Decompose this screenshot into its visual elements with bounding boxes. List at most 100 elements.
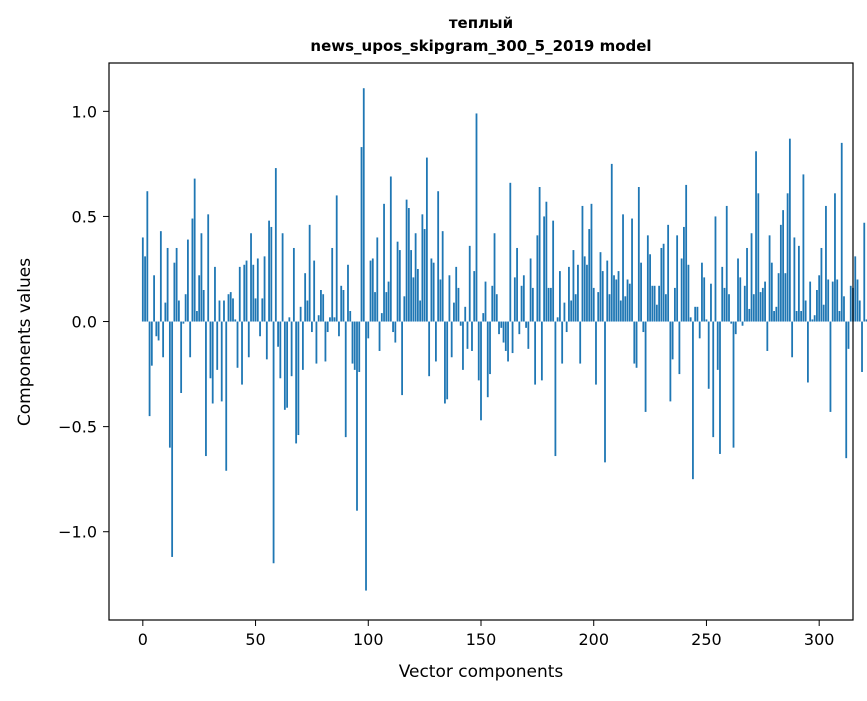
bar-179 bbox=[545, 201, 548, 322]
bar-239 bbox=[680, 258, 683, 322]
bar-137 bbox=[450, 321, 453, 358]
bar-254 bbox=[714, 216, 717, 322]
bar-129 bbox=[432, 262, 435, 322]
bar-143 bbox=[464, 306, 467, 322]
bar-224 bbox=[646, 235, 649, 322]
bar-229 bbox=[658, 285, 661, 322]
bar-235 bbox=[671, 321, 674, 360]
bar-238 bbox=[678, 321, 681, 375]
bar-192 bbox=[574, 294, 577, 322]
bar-94 bbox=[353, 321, 356, 370]
bar-210 bbox=[615, 279, 618, 322]
bar-127 bbox=[428, 321, 431, 377]
bar-182 bbox=[552, 220, 555, 322]
chart-title-line1: теплый bbox=[449, 14, 513, 32]
bar-176 bbox=[538, 187, 541, 322]
bar-197 bbox=[586, 264, 588, 322]
bar-265 bbox=[739, 277, 742, 322]
bar-293 bbox=[802, 174, 805, 322]
bar-80 bbox=[322, 294, 325, 322]
bar-297 bbox=[811, 319, 814, 322]
bar-180 bbox=[547, 287, 550, 322]
bar-112 bbox=[394, 321, 397, 343]
bar-149 bbox=[477, 321, 480, 381]
bar-124 bbox=[421, 214, 424, 322]
x-tick-label: 0 bbox=[138, 630, 148, 649]
bar-289 bbox=[793, 237, 796, 322]
bar-288 bbox=[791, 321, 794, 358]
bar-54 bbox=[263, 256, 266, 322]
bar-48 bbox=[250, 233, 252, 322]
bar-39 bbox=[229, 292, 232, 322]
bar-260 bbox=[728, 294, 730, 322]
bar-97 bbox=[360, 147, 363, 322]
bar-164 bbox=[511, 321, 514, 354]
plot-area-frame bbox=[108, 62, 854, 621]
bar-168 bbox=[520, 285, 523, 322]
bar-142 bbox=[462, 321, 464, 370]
x-tick-label: 50 bbox=[245, 630, 265, 649]
bar-68 bbox=[295, 321, 298, 444]
bar-1 bbox=[144, 256, 146, 322]
bar-122 bbox=[416, 268, 419, 322]
bar-285 bbox=[784, 273, 787, 322]
bar-187 bbox=[563, 302, 566, 322]
bar-267 bbox=[743, 285, 746, 322]
bar-271 bbox=[752, 294, 755, 322]
bar-154 bbox=[489, 321, 491, 375]
bar-18 bbox=[182, 321, 185, 324]
bar-148 bbox=[475, 113, 478, 322]
bar-60 bbox=[277, 321, 279, 347]
bar-204 bbox=[601, 271, 604, 322]
bar-93 bbox=[351, 321, 354, 364]
bar-183 bbox=[554, 321, 557, 457]
bar-90 bbox=[344, 321, 347, 438]
bar-16 bbox=[177, 300, 180, 322]
x-tick-label: 150 bbox=[466, 630, 497, 649]
bar-123 bbox=[419, 300, 422, 322]
bar-4 bbox=[150, 321, 153, 366]
bar-268 bbox=[746, 247, 748, 322]
bar-244 bbox=[692, 321, 694, 480]
bar-113 bbox=[396, 241, 399, 322]
bar-261 bbox=[730, 321, 733, 324]
bar-136 bbox=[448, 275, 451, 322]
bar-264 bbox=[737, 258, 739, 322]
bar-22 bbox=[191, 218, 194, 322]
bar-130 bbox=[435, 321, 437, 362]
x-tick-label: 100 bbox=[353, 630, 384, 649]
bar-43 bbox=[238, 266, 241, 322]
bar-104 bbox=[376, 237, 379, 322]
bar-300 bbox=[818, 275, 821, 322]
bar-146 bbox=[471, 321, 473, 351]
bar-269 bbox=[748, 308, 751, 322]
bar-270 bbox=[750, 233, 753, 322]
bar-290 bbox=[795, 311, 798, 322]
bar-266 bbox=[741, 321, 744, 326]
bar-203 bbox=[599, 252, 602, 322]
bar-287 bbox=[788, 138, 791, 322]
bar-213 bbox=[622, 214, 624, 322]
bar-186 bbox=[561, 321, 564, 364]
bar-181 bbox=[549, 287, 552, 322]
bar-115 bbox=[401, 321, 403, 396]
x-axis-label: Vector components bbox=[399, 662, 564, 682]
chart-title-line2: news_upos_skipgram_300_5_2019 model bbox=[310, 37, 651, 55]
bar-298 bbox=[813, 315, 816, 322]
bar-313 bbox=[847, 321, 850, 349]
bar-177 bbox=[540, 321, 543, 381]
bar-50 bbox=[254, 298, 257, 322]
bar-174 bbox=[534, 321, 537, 385]
bar-133 bbox=[441, 231, 444, 322]
bar-36 bbox=[223, 300, 225, 322]
bar-14 bbox=[173, 262, 176, 322]
bar-172 bbox=[529, 258, 532, 322]
bar-295 bbox=[807, 321, 809, 383]
bar-242 bbox=[687, 264, 690, 322]
bar-70 bbox=[299, 306, 302, 322]
bar-78 bbox=[317, 315, 320, 322]
bar-163 bbox=[509, 182, 512, 322]
bar-316 bbox=[854, 256, 857, 322]
bar-281 bbox=[775, 306, 778, 322]
